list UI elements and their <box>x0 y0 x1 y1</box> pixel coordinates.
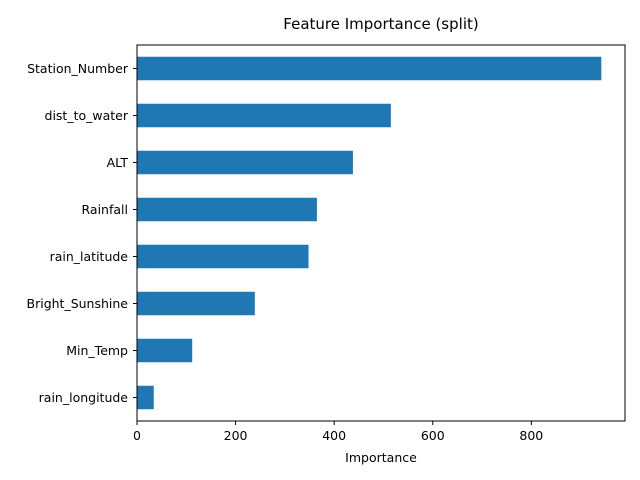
x-tick-label-400: 400 <box>322 428 346 443</box>
x-axis-label: Importance <box>345 450 417 465</box>
bar-rain-longitude <box>137 385 154 410</box>
y-tick-label-station-number: Station_Number <box>27 61 129 76</box>
x-tick-label-800: 800 <box>519 428 543 443</box>
x-tick-label-200: 200 <box>224 428 248 443</box>
bar-dist-to-water <box>137 103 391 128</box>
y-tick-label-rain-latitude: rain_latitude <box>50 249 129 264</box>
bars-group <box>137 56 602 410</box>
bar-min-temp <box>137 338 193 363</box>
y-tick-label-rain-longitude: rain_longitude <box>39 390 129 405</box>
plot-frame <box>136 44 626 422</box>
y-tick-label-bright-sunshine: Bright_Sunshine <box>27 296 129 311</box>
chart-title: Feature Importance (split) <box>283 15 478 33</box>
bar-rainfall <box>137 197 317 222</box>
y-tick-label-rainfall: Rainfall <box>82 202 128 217</box>
x-tick-label-0: 0 <box>133 428 141 443</box>
y-tick-label-dist-to-water: dist_to_water <box>45 108 129 123</box>
x-tick-label-600: 600 <box>421 428 445 443</box>
y-tick-label-min-temp: Min_Temp <box>66 343 128 358</box>
y-tick-label-alt: ALT <box>107 155 129 170</box>
bar-rain-latitude <box>137 244 309 269</box>
x-tick-labels: 0 200 400 600 800 <box>133 421 543 443</box>
bar-bright-sunshine <box>137 291 255 316</box>
bar-alt <box>137 150 353 175</box>
y-tick-labels: rain_longitude Min_Temp Bright_Sunshine rai… <box>27 61 137 405</box>
bar-station-number <box>137 56 602 81</box>
